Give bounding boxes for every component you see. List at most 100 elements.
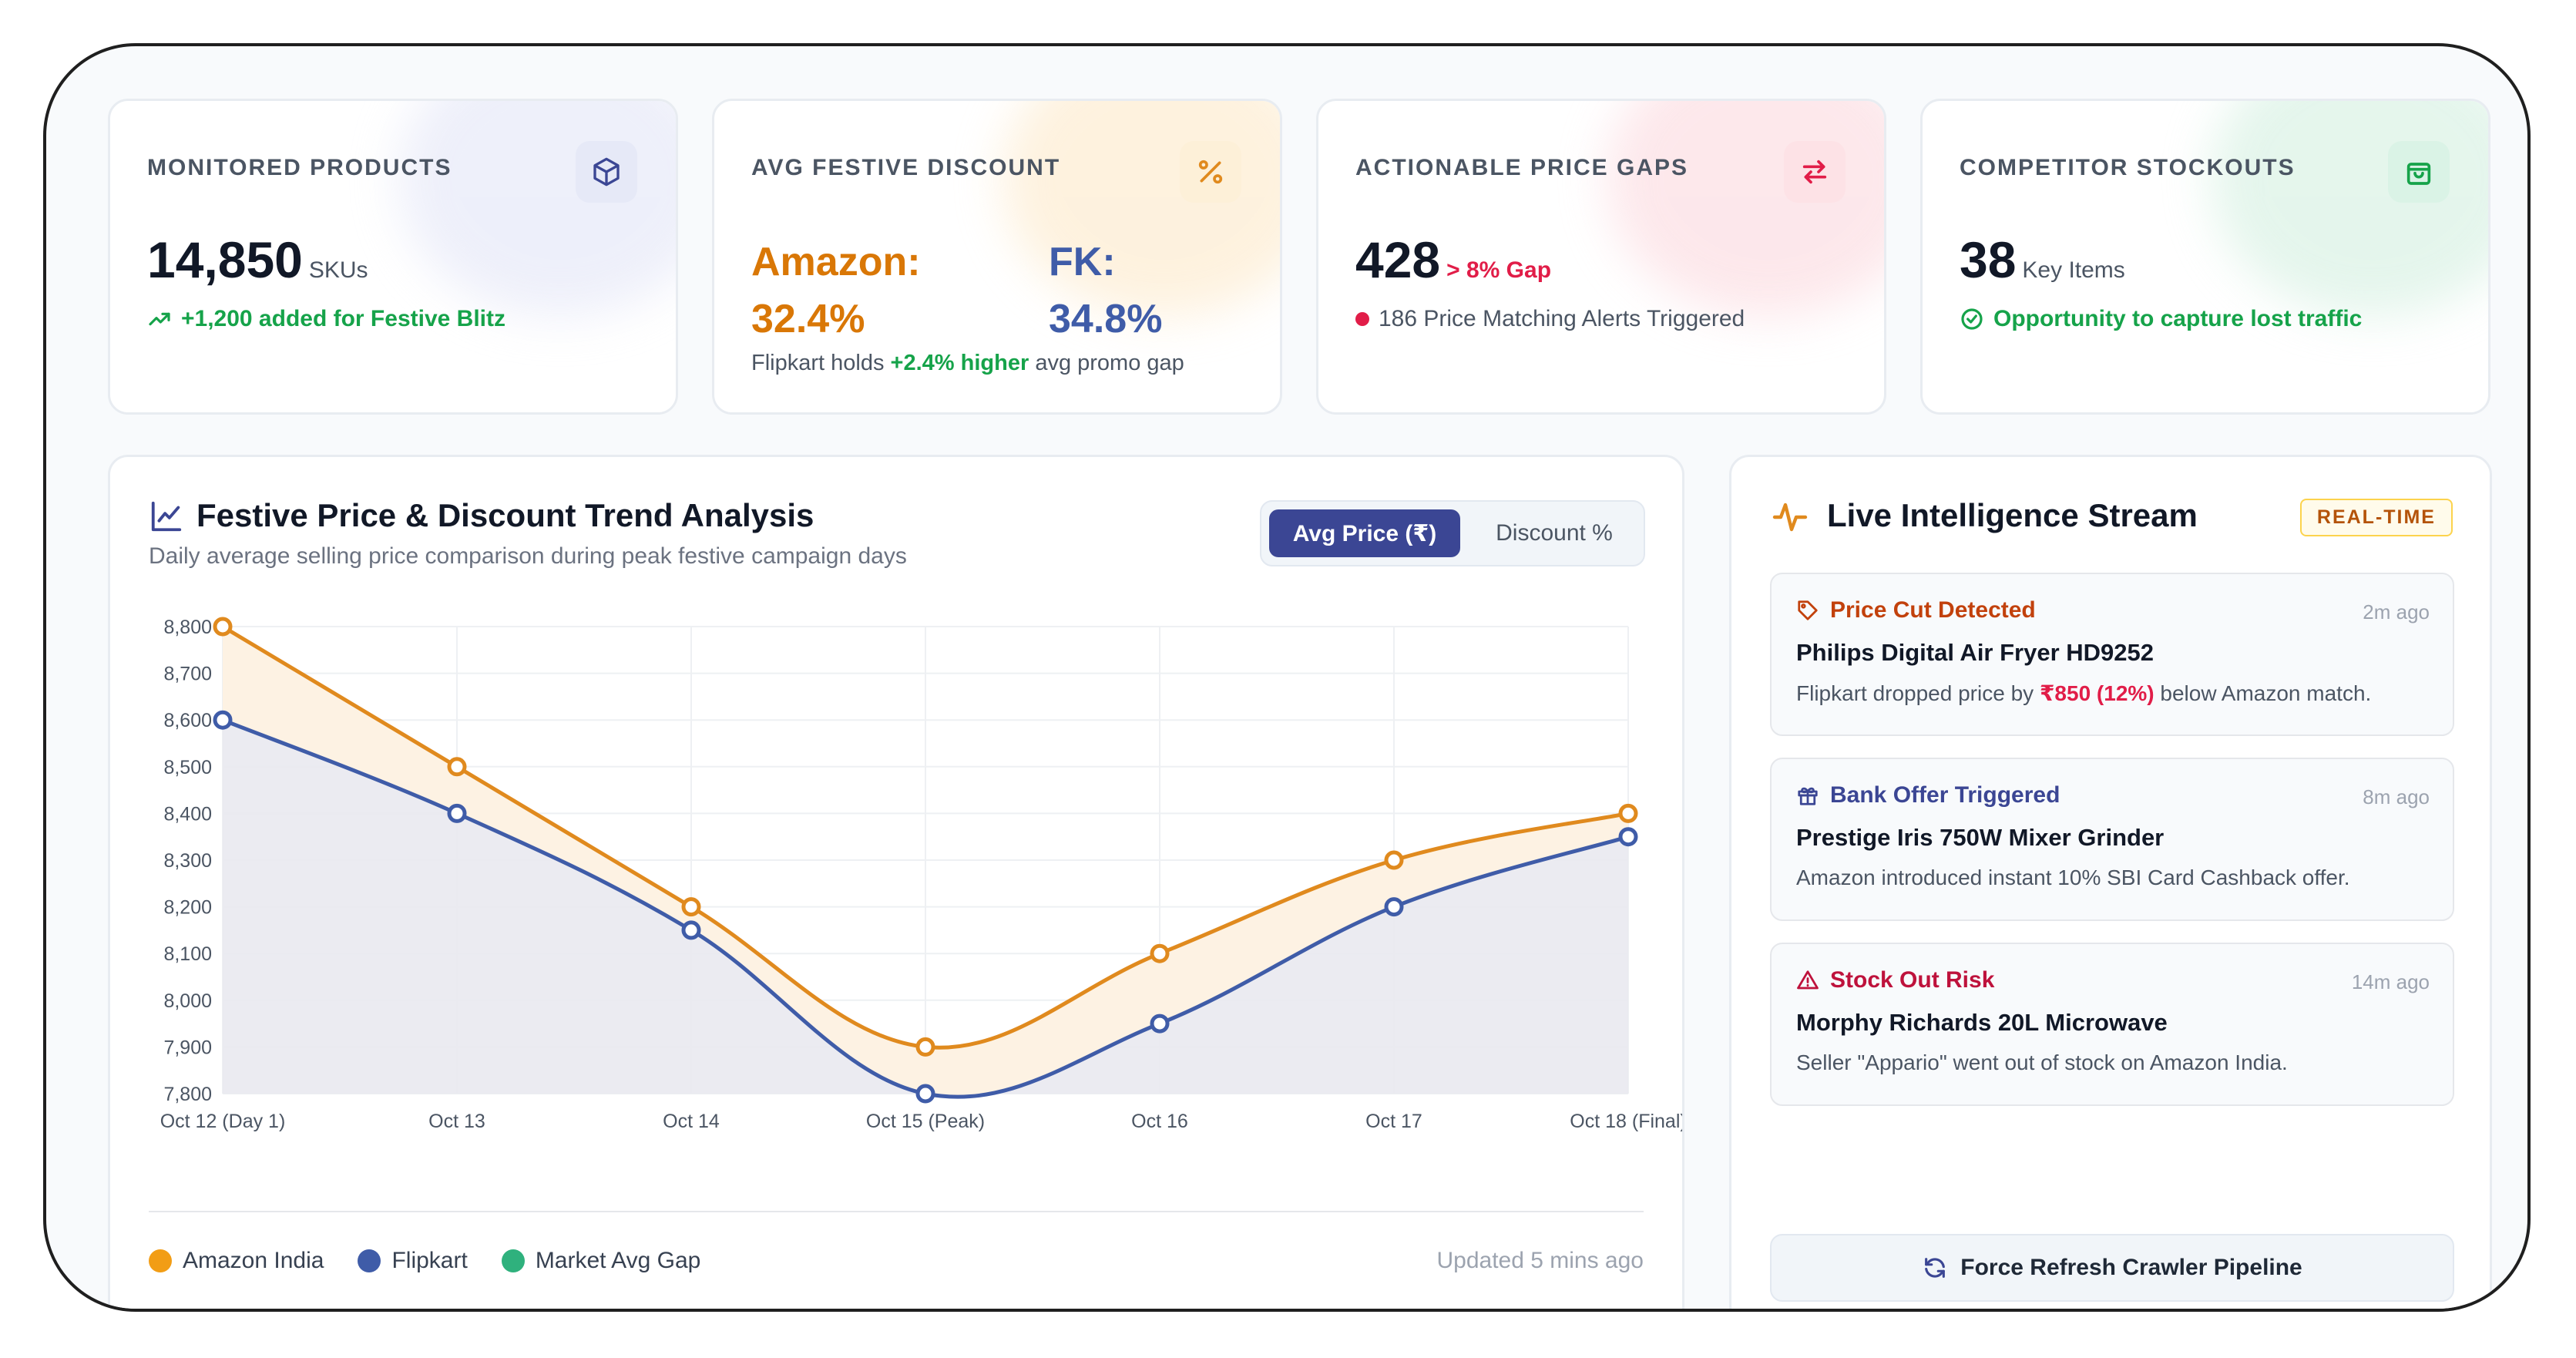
kpi-label: COMPETITOR STOCKOUTS	[1960, 155, 2296, 180]
dashboard-frame: MONITORED PRODUCTS 14,850 SKUs +1,200 add…	[43, 43, 2531, 1312]
chart-legend: Amazon India Flipkart Market Avg Gap	[149, 1248, 700, 1274]
flipkart-data-point	[1150, 1013, 1170, 1034]
kpi-value: 38 Key Items	[1960, 231, 2125, 288]
line-chart-icon	[151, 501, 182, 532]
amazon-data-point	[1618, 803, 1638, 823]
amazon-data-point	[681, 897, 701, 917]
flipkart-data-point	[1618, 827, 1638, 847]
alert-card-price-cut[interactable]: Price Cut Detected 2m ago Philips Digita…	[1770, 573, 2454, 736]
kpi-value: 428 > 8% Gap	[1355, 231, 1552, 288]
x-tick-label: Oct 14	[663, 1111, 720, 1132]
y-tick-label: 8,100	[163, 943, 212, 965]
chart-title: Festive Price & Discount Trend Analysis	[196, 497, 814, 533]
kpi-value: 14,850 SKUs	[147, 231, 368, 288]
amazon-data-point	[915, 1037, 935, 1057]
y-tick-label: 8,500	[163, 757, 212, 778]
alert-time: 2m ago	[2363, 600, 2430, 624]
kpi-sub: 186 Price Matching Alerts Triggered	[1355, 306, 1745, 332]
amazon-data-point	[447, 757, 467, 777]
alert-message: Seller "Appario" went out of stock on Am…	[1796, 1050, 2288, 1074]
shopping-bag-icon	[2388, 141, 2450, 203]
alert-message: Flipkart dropped price by ₹850 (12%) bel…	[1796, 681, 2372, 705]
legend-item[interactable]: Market Avg Gap	[501, 1248, 700, 1274]
amazon-data-point	[213, 617, 233, 637]
kpi-monitored-products: MONITORED PRODUCTS 14,850 SKUs +1,200 add…	[108, 99, 678, 415]
y-tick-label: 7,900	[163, 1037, 212, 1058]
legend-dot	[358, 1249, 381, 1272]
percent-icon	[1180, 141, 1241, 203]
flipkart-data-point	[915, 1084, 935, 1104]
stream-title: Live Intelligence Stream	[1827, 497, 2198, 533]
alert-time: 8m ago	[2363, 785, 2430, 808]
alert-type: Bank Offer Triggered	[1796, 782, 2060, 808]
alert-product: Philips Digital Air Fryer HD9252	[1796, 639, 2155, 666]
flipkart-data-point	[681, 920, 701, 940]
y-tick-label: 7,800	[163, 1084, 212, 1105]
alert-type: Price Cut Detected	[1796, 597, 2036, 624]
realtime-badge: REAL-TIME	[2299, 499, 2453, 536]
legend-dot	[501, 1249, 525, 1272]
trend-up-icon	[149, 312, 170, 326]
y-tick-label: 8,300	[163, 850, 212, 872]
amazon-data-point	[1384, 850, 1404, 870]
kpi-unit: Key Items	[2022, 257, 2125, 283]
flipkart-discount: FK: 34.8%	[1049, 240, 1163, 341]
y-tick-label: 8,000	[163, 990, 212, 1012]
kpi-sub: +1,200 added for Festive Blitz	[147, 306, 505, 332]
kpi-label: MONITORED PRODUCTS	[147, 155, 452, 180]
alert-type: Stock Out Risk	[1796, 967, 1994, 993]
x-tick-label: Oct 18 (Final)	[1570, 1111, 1684, 1132]
kpi-unit: SKUs	[308, 257, 368, 283]
y-tick-label: 8,400	[163, 803, 212, 825]
alert-message: Amazon introduced instant 10% SBI Card C…	[1796, 866, 2350, 889]
trend-chart-card: Festive Price & Discount Trend Analysis …	[108, 455, 1684, 1309]
kpi-sub: Opportunity to capture lost traffic	[1960, 306, 2362, 332]
refresh-icon	[1925, 1258, 1946, 1278]
price-trend-chart: 8,800 8,700 8,600 8,500 8,400 8,300 8,200 8,100…	[160, 617, 1684, 1132]
flipkart-data-point	[447, 803, 467, 823]
alert-product: Morphy Richards 20L Microwave	[1796, 1009, 2168, 1036]
legend-item[interactable]: Flipkart	[358, 1248, 468, 1274]
flipkart-data-point	[1384, 897, 1404, 917]
kpi-label: AVG FESTIVE DISCOUNT	[751, 155, 1061, 180]
swap-arrows-icon	[1784, 141, 1846, 203]
tag-icon	[1798, 600, 1818, 620]
x-tick-label: Oct 16	[1131, 1111, 1188, 1132]
toggle-discount[interactable]: Discount %	[1496, 520, 1613, 546]
chart-divider	[149, 1211, 1644, 1212]
y-tick-label: 8,700	[163, 664, 212, 685]
force-refresh-button[interactable]: Force Refresh Crawler Pipeline	[1770, 1234, 2454, 1302]
kpi-festive-discount: AVG FESTIVE DISCOUNT Amazon: 32.4% FK: 3…	[712, 99, 1282, 415]
chart-subtitle: Daily average selling price comparison d…	[149, 543, 907, 569]
flipkart-data-point	[213, 710, 233, 730]
kpi-price-gaps: ACTIONABLE PRICE GAPS 428 > 8% Gap 186 Pr…	[1316, 99, 1886, 415]
box-icon	[576, 141, 637, 203]
flipkart-area	[223, 720, 1628, 1097]
kpi-competitor-stockouts: COMPETITOR STOCKOUTS 38 Key Items Opportu…	[1920, 99, 2490, 415]
discount-note: Flipkart holds +2.4% higher avg promo ga…	[751, 351, 1184, 375]
gift-icon	[1798, 787, 1818, 805]
y-tick-label: 8,200	[163, 897, 212, 919]
check-circle-icon	[1961, 308, 1983, 330]
y-tick-label: 8,600	[163, 710, 212, 731]
alert-card-bank-offer[interactable]: Bank Offer Triggered 8m ago Prestige Iri…	[1770, 758, 2454, 921]
toggle-avg-price[interactable]: Avg Price (₹)	[1269, 509, 1460, 557]
kpi-label: ACTIONABLE PRICE GAPS	[1355, 155, 1689, 180]
kpi-unit: > 8% Gap	[1446, 257, 1552, 283]
x-tick-label: Oct 12 (Day 1)	[160, 1111, 286, 1132]
activity-pulse-icon	[1772, 503, 1808, 532]
amazon-data-point	[1150, 943, 1170, 963]
legend-dot	[149, 1249, 172, 1272]
x-tick-label: Oct 15 (Peak)	[866, 1111, 985, 1132]
alert-card-stock-out[interactable]: Stock Out Risk 14m ago Morphy Richards 2…	[1770, 943, 2454, 1106]
x-tick-label: Oct 17	[1365, 1111, 1422, 1132]
amazon-discount: Amazon: 32.4%	[751, 240, 921, 341]
warning-icon	[1797, 970, 1819, 990]
chart-mode-toggle: Avg Price (₹) Discount %	[1260, 500, 1645, 566]
legend-item[interactable]: Amazon India	[149, 1248, 324, 1274]
y-tick-label: 8,800	[163, 617, 212, 638]
alert-product: Prestige Iris 750W Mixer Grinder	[1796, 824, 2165, 851]
x-tick-label: Oct 13	[428, 1111, 485, 1132]
updated-timestamp: Updated 5 mins ago	[1436, 1248, 1644, 1273]
alert-time: 14m ago	[2351, 970, 2430, 993]
